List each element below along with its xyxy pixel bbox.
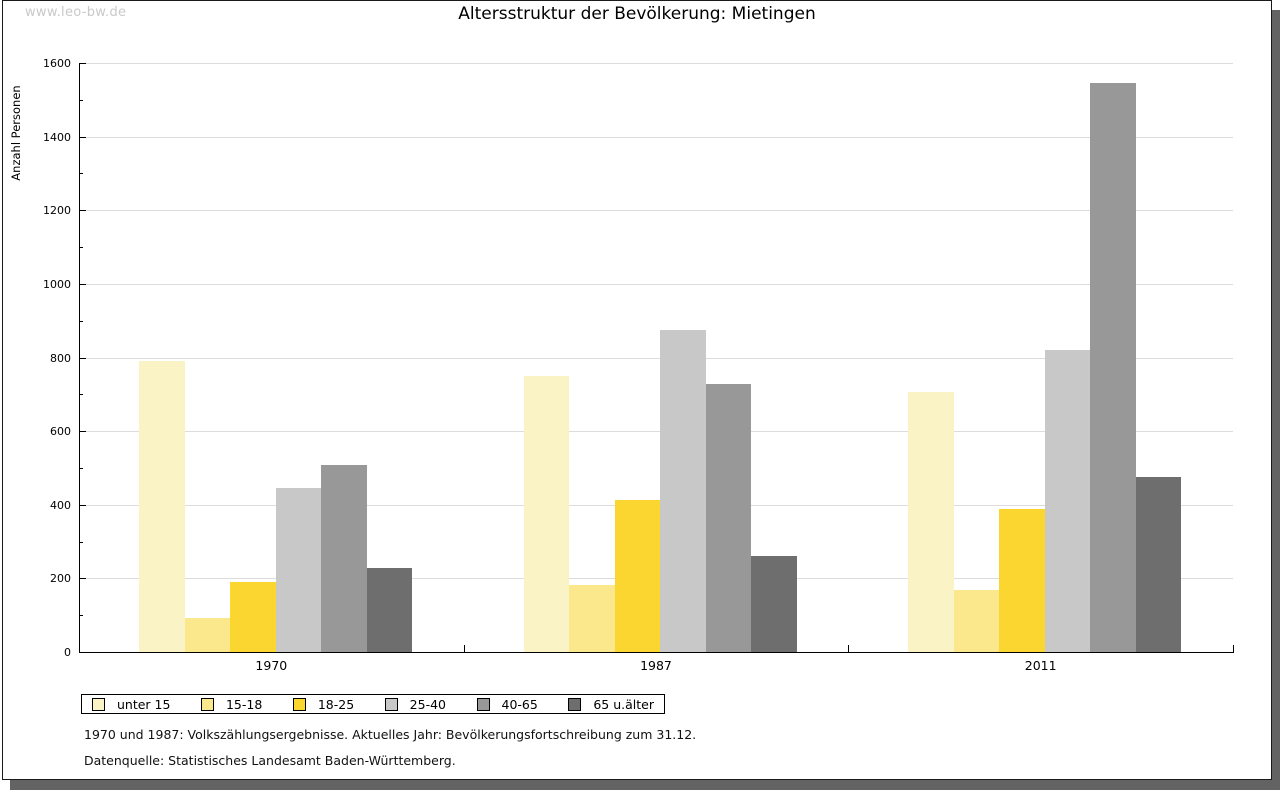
legend-label: 15-18 bbox=[225, 696, 263, 712]
y-tick-label-1000: 1000 bbox=[43, 277, 71, 291]
legend: unter 15 15-18 18-25 25-40 40-65 65 u.älter bbox=[81, 694, 665, 714]
gridline-600 bbox=[79, 431, 1233, 433]
bar-1970-25-40 bbox=[275, 488, 321, 652]
y-minor-tick-1100 bbox=[79, 247, 83, 249]
gridline-1400 bbox=[79, 136, 1233, 138]
watermark: www.leo-bw.de bbox=[25, 5, 127, 20]
bar-2011-15-18 bbox=[953, 590, 1000, 652]
y-tick-label-400: 400 bbox=[50, 498, 71, 512]
y-tick-label-1200: 1200 bbox=[43, 204, 71, 218]
x-category-label-1987: 1987 bbox=[640, 658, 672, 673]
chart-title: Altersstruktur der Bevölkerung: Mietinge… bbox=[458, 4, 816, 24]
footnote-method: 1970 und 1987: Volkszählungsergebnisse. … bbox=[84, 727, 697, 742]
bar-1970-unter 15 bbox=[139, 361, 185, 652]
y-major-tick-200 bbox=[79, 578, 86, 580]
bar-1987-25-40 bbox=[660, 330, 706, 652]
y-major-tick-600 bbox=[79, 431, 86, 433]
y-minor-tick-500 bbox=[79, 467, 83, 469]
x-category-label-2011: 2011 bbox=[1024, 658, 1057, 673]
legend-swatch bbox=[92, 697, 105, 711]
y-major-tick-400 bbox=[79, 504, 86, 506]
legend-item-15-18: 15-18 bbox=[200, 696, 263, 712]
y-minor-tick-700 bbox=[79, 394, 83, 396]
gridline-1200 bbox=[79, 210, 1233, 212]
y-tick-label-0: 0 bbox=[64, 646, 71, 659]
bar-2011-65 u.älter bbox=[1135, 476, 1182, 652]
legend-item-40-65: 40-65 bbox=[476, 696, 538, 712]
gridline-1600 bbox=[79, 63, 1233, 64]
bar-2011-18-25 bbox=[999, 509, 1045, 652]
bar-1987-18-25 bbox=[614, 500, 661, 652]
legend-label: 65 u.älter bbox=[593, 696, 654, 712]
legend-label: 40-65 bbox=[501, 696, 538, 712]
legend-item-25-40: 25-40 bbox=[384, 696, 446, 712]
x-category-label-1970: 1970 bbox=[255, 658, 288, 673]
y-major-tick-1400 bbox=[79, 136, 86, 138]
legend-swatch bbox=[200, 697, 214, 711]
footnote-source: Datenquelle: Statistisches Landesamt Bad… bbox=[84, 753, 456, 768]
y-axis-title: Anzahl Personen bbox=[9, 85, 23, 181]
y-tick-label-1400: 1400 bbox=[43, 130, 71, 144]
y-tick-label-800: 800 bbox=[50, 351, 71, 365]
bar-1987-15-18 bbox=[569, 585, 615, 652]
x-section-tick-3 bbox=[1233, 645, 1234, 652]
y-minor-tick-300 bbox=[79, 541, 83, 543]
legend-label: 18-25 bbox=[317, 696, 355, 712]
legend-label: unter 15 bbox=[117, 696, 171, 712]
bar-2011-40-65 bbox=[1090, 83, 1136, 652]
y-minor-tick-1300 bbox=[79, 173, 83, 175]
legend-swatch bbox=[292, 697, 306, 711]
y-axis-line bbox=[79, 63, 80, 652]
bar-1970-40-65 bbox=[321, 465, 367, 652]
legend-item-unter 15: unter 15 bbox=[92, 697, 170, 712]
bar-1987-65 u.älter bbox=[751, 556, 797, 652]
x-section-tick-2 bbox=[848, 645, 850, 652]
legend-label: 25-40 bbox=[409, 696, 446, 712]
y-minor-tick-900 bbox=[79, 320, 83, 322]
bar-1970-15-18 bbox=[184, 618, 230, 652]
y-tick-label-1600: 1600 bbox=[43, 57, 71, 70]
bar-2011-unter 15 bbox=[908, 392, 954, 652]
bar-1987-unter 15 bbox=[523, 375, 570, 652]
y-major-tick-1000 bbox=[79, 283, 86, 285]
legend-swatch bbox=[568, 697, 582, 711]
legend-item-18-25: 18-25 bbox=[292, 696, 355, 712]
y-major-tick-1600 bbox=[79, 63, 86, 64]
y-major-tick-800 bbox=[79, 357, 86, 359]
bar-2011-25-40 bbox=[1044, 350, 1091, 652]
bar-1970-18-25 bbox=[230, 582, 276, 652]
gridline-1000 bbox=[79, 283, 1233, 285]
legend-swatch bbox=[476, 697, 490, 711]
chart-page: www.leo-bw.de Altersstruktur der Bevölke… bbox=[2, 0, 1272, 780]
y-major-tick-1200 bbox=[79, 210, 86, 212]
x-axis-line bbox=[79, 652, 1234, 653]
x-section-tick-1 bbox=[463, 645, 465, 652]
y-minor-tick-1500 bbox=[79, 99, 83, 101]
y-tick-label-600: 600 bbox=[50, 425, 71, 439]
legend-swatch bbox=[384, 697, 398, 711]
bar-1970-65 u.älter bbox=[366, 568, 412, 652]
bar-1987-40-65 bbox=[705, 384, 752, 652]
gridline-800 bbox=[79, 357, 1233, 359]
y-minor-tick-100 bbox=[79, 615, 83, 617]
legend-item-65 u.älter: 65 u.älter bbox=[568, 697, 654, 712]
y-tick-label-200: 200 bbox=[50, 572, 71, 586]
